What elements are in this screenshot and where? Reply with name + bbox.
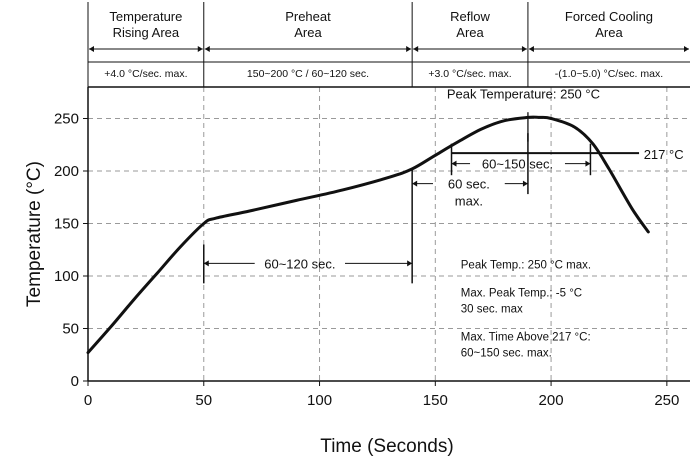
- zone-rate-label: +4.0 °C/sec. max.: [104, 68, 187, 80]
- y-tick-label: 200: [54, 163, 79, 180]
- y-tick-label: 50: [62, 321, 79, 338]
- note-max-peak-duration: 30 sec. max: [461, 303, 523, 315]
- temperature-curve-group: [86, 115, 650, 355]
- peak-temperature-label: Peak Temperature: 250 °C: [447, 87, 600, 102]
- zone-span-arrow: [89, 46, 203, 52]
- note-max-peak-temp: Max. Peak Temp.: -5 °C: [461, 287, 582, 299]
- x-axis-title: Time (Seconds): [320, 436, 453, 457]
- axes: 0 50 100 150 200 250 0 50 100 150 200 250: [54, 86, 690, 409]
- zone-span-arrow: [413, 46, 527, 52]
- zone-span-arrow: [528, 46, 689, 52]
- label-217: 217 °C: [644, 147, 684, 162]
- y-tick-label: 150: [54, 216, 79, 233]
- zone-span-arrow: [204, 46, 412, 52]
- x-tick-label: 0: [84, 392, 92, 409]
- zone-rate-label: -(1.0~5.0) °C/sec. max.: [555, 68, 663, 80]
- note-max-time-value: 60~150 sec. max.: [461, 347, 552, 359]
- x-tick-label: 50: [195, 392, 212, 409]
- preheat-arrow-right: [345, 260, 413, 267]
- zone-name-line2: Area: [595, 25, 623, 40]
- zone-name-line2: Rising Area: [113, 25, 180, 40]
- x-tick-label: 250: [654, 392, 679, 409]
- zone-rate-label: +3.0 °C/sec. max.: [428, 68, 511, 80]
- above-217-arrow-left: [451, 160, 471, 167]
- note-max-time-above-217: Max. Time Above 217 °C:: [461, 331, 591, 343]
- annotations: 217 °C Peak Temperature: 250 °C 60~120 sec…: [203, 87, 684, 359]
- zone-name-line1: Reflow: [450, 9, 490, 24]
- preheat-arrow-left: [203, 260, 255, 267]
- zone-name-line1: Temperature: [109, 9, 182, 24]
- grid: [88, 87, 690, 381]
- above-217-time-label: 60~150 sec.: [482, 157, 553, 172]
- zone-name-line2: Area: [456, 25, 484, 40]
- reflow-time-label-b: max.: [455, 194, 483, 209]
- zone-name-line1: Preheat: [285, 9, 331, 24]
- temperature-curve: [86, 115, 650, 355]
- reflow-time-label-a: 60 sec.: [448, 177, 490, 192]
- above-217-arrow-right: [564, 160, 591, 167]
- x-tick-label: 200: [539, 392, 564, 409]
- y-axis-title: Temperature (°C): [24, 161, 45, 307]
- x-tick-label: 100: [307, 392, 332, 409]
- zone-rate-label: 150~200 °C / 60~120 sec.: [247, 68, 369, 80]
- x-tick-label: 150: [423, 392, 448, 409]
- y-tick-label: 100: [54, 268, 79, 285]
- y-tick-label: 250: [54, 111, 79, 128]
- zone-name-line2: Area: [294, 25, 322, 40]
- reflow-arrow-left: [412, 180, 433, 187]
- reflow-arrow-right: [504, 180, 528, 187]
- y-tick-label: 0: [71, 373, 79, 390]
- note-peak-temp: Peak Temp.: 250 °C max.: [461, 259, 591, 271]
- zone-name-line1: Forced Cooling: [565, 9, 653, 24]
- preheat-time-label: 60~120 sec.: [264, 256, 335, 271]
